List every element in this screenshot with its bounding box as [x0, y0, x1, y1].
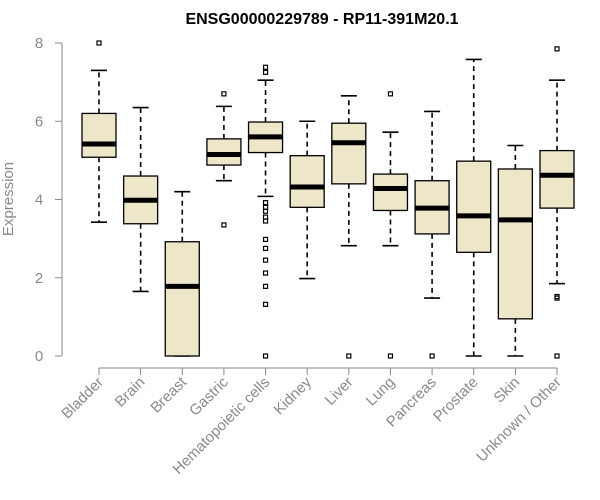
y-tick-label: 0: [35, 348, 43, 365]
x-tick-label: Kidney: [271, 373, 316, 418]
y-axis-label: Expression: [0, 162, 17, 236]
outlier-point: [221, 222, 227, 228]
box-brain: [122, 106, 159, 293]
outlier-point: [262, 208, 269, 214]
iqr-box: [81, 112, 117, 158]
outlier-point: [387, 91, 394, 97]
outlier-point: [262, 257, 269, 263]
y-tick-label: 6: [35, 113, 43, 130]
box-bladder: [81, 40, 117, 223]
x-tick-label: Bladder: [58, 374, 107, 423]
iqr-box: [497, 168, 534, 320]
x-tick-label: Skin: [491, 374, 524, 407]
box-breast: [164, 190, 200, 357]
iqr-box: [372, 173, 409, 212]
boxes-layer: [81, 40, 575, 359]
outlier-point: [262, 270, 269, 276]
iqr-box: [539, 149, 575, 209]
outlier-point: [262, 301, 269, 307]
box-gastric: [206, 91, 242, 228]
box-hematopoietic-cells: [247, 64, 284, 359]
iqr-box: [164, 241, 200, 357]
outlier-point: [554, 295, 560, 301]
outlier-point: [262, 283, 269, 289]
outlier-point: [262, 218, 269, 224]
outlier-point: [262, 353, 269, 359]
outlier-point: [346, 353, 352, 359]
y-tick-label: 2: [35, 270, 43, 287]
x-tick-label: Breast: [147, 373, 190, 416]
outlier-point: [387, 353, 394, 359]
box-lung: [372, 91, 409, 359]
outlier-point: [262, 245, 269, 252]
y-tick-label: 8: [35, 35, 43, 52]
box-kidney: [289, 120, 325, 280]
x-tick-label: Prostate: [430, 374, 482, 426]
outlier-point: [262, 69, 269, 75]
iqr-box: [289, 155, 325, 208]
box-pancreas: [414, 110, 450, 359]
outlier-point: [262, 236, 269, 243]
iqr-box: [206, 138, 242, 166]
x-tick-label: Lung: [363, 374, 399, 410]
x-tick-label: Brain: [112, 374, 149, 411]
iqr-box: [456, 160, 492, 253]
outlier-point: [262, 200, 269, 206]
y-tick-label: 4: [35, 192, 43, 209]
box-skin: [497, 144, 534, 357]
outlier-point: [262, 64, 269, 70]
outlier-point: [96, 40, 102, 46]
chart-title: ENSG00000229789 - RP11-391M20.1: [185, 11, 458, 28]
x-tick-label: Liver: [322, 374, 357, 409]
outlier-point: [429, 353, 435, 359]
box-unknown-other: [539, 46, 575, 359]
outlier-point: [221, 91, 227, 97]
box-liver: [331, 95, 367, 359]
outlier-point: [554, 353, 560, 359]
iqr-box: [331, 122, 367, 185]
box-prostate: [456, 58, 492, 357]
outlier-point: [554, 46, 560, 52]
